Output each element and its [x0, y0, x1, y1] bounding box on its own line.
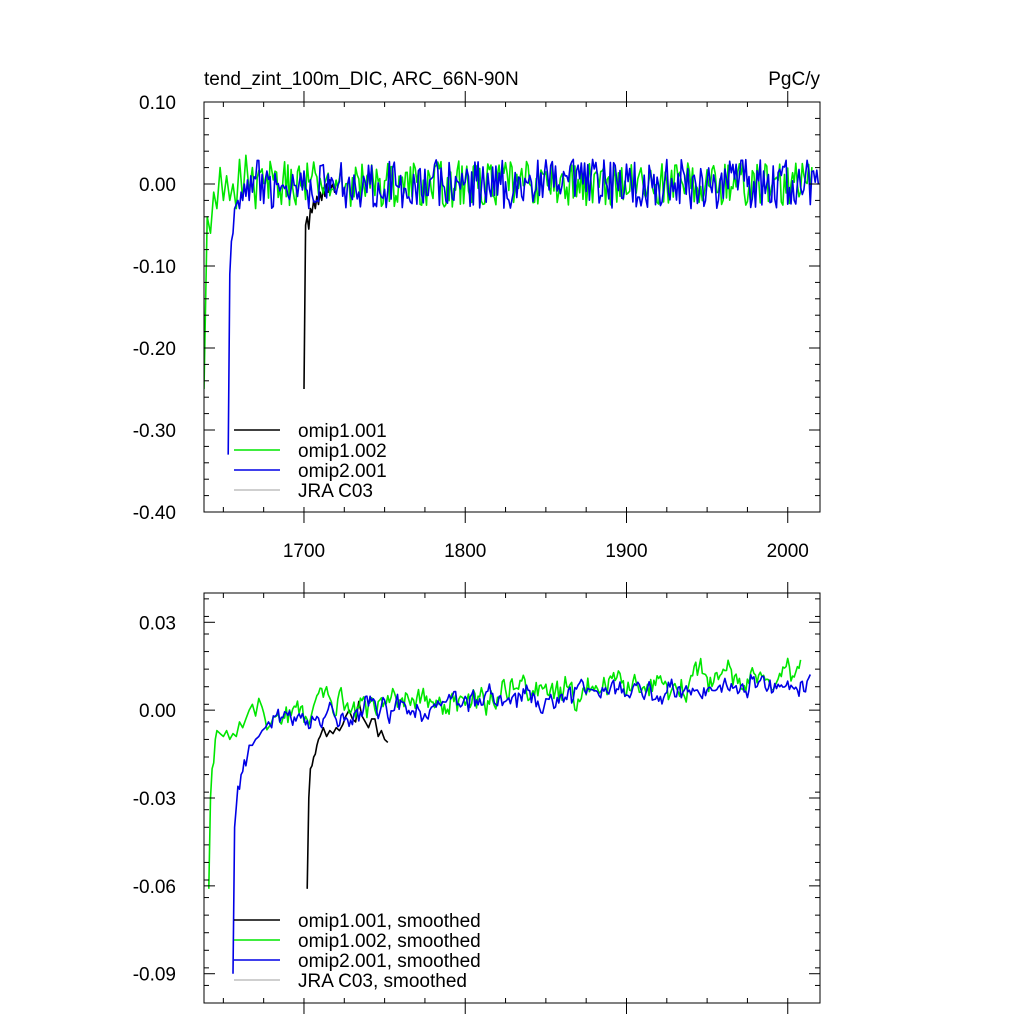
series-line-omip2-001: [227, 158, 820, 455]
x-tick-label: 1800: [444, 541, 486, 562]
legend-label: omip1.002, smoothed: [298, 931, 481, 952]
x-tick-label: 1900: [605, 541, 647, 562]
y-tick-label: 0.00: [139, 701, 176, 722]
legend-label: JRA C03: [298, 481, 373, 502]
y-tick-label: -0.03: [133, 789, 176, 810]
y-tick-label: -0.10: [133, 257, 176, 278]
y-tick-label: 0.03: [139, 613, 176, 634]
y-tick-label: -0.06: [133, 877, 176, 898]
legend-label: omip2.001, smoothed: [298, 951, 481, 972]
legend-label: omip1.001: [298, 421, 387, 442]
series-line-omip1-001: [303, 179, 337, 390]
chart-units: PgC/y: [768, 69, 820, 90]
upper-panel: 0.10 0.00 -0.10 -0.20 -0.30 -0.40 1700 1800 1900…: [133, 91, 821, 562]
legend-label: omip1.002: [298, 441, 387, 462]
legend-label: omip2.001: [298, 461, 387, 482]
plot-frame: [203, 592, 821, 1004]
series-line-omip1-001-smoothed: [306, 700, 389, 889]
series-line-omip2-001-smoothed: [232, 674, 812, 974]
legend-label: JRA C03, smoothed: [298, 971, 467, 992]
y-tick-label: -0.09: [133, 965, 176, 986]
series-lines: [208, 657, 812, 974]
y-tick-label: 0.00: [139, 175, 176, 196]
y-tick-label: -0.40: [133, 503, 176, 524]
y-tick-label: -0.20: [133, 339, 176, 360]
y-tick-label: -0.30: [133, 421, 176, 442]
y-tick-label: 0.10: [139, 93, 176, 114]
legend-label: omip1.001, smoothed: [298, 911, 481, 932]
lower-panel: 0.03 0.00 -0.03 -0.06 -0.09 omip1.001, smooth…: [133, 582, 821, 1014]
plot-frame: [203, 101, 821, 513]
series-lines: [204, 154, 820, 455]
chart-title: tend_zint_100m_DIC, ARC_66N-90N: [204, 69, 519, 90]
x-tick-label: 2000: [767, 541, 809, 562]
series-line-omip1-002: [204, 154, 813, 390]
series-line-omip1-002-smoothed: [208, 657, 802, 889]
x-tick-label: 1700: [283, 541, 325, 562]
